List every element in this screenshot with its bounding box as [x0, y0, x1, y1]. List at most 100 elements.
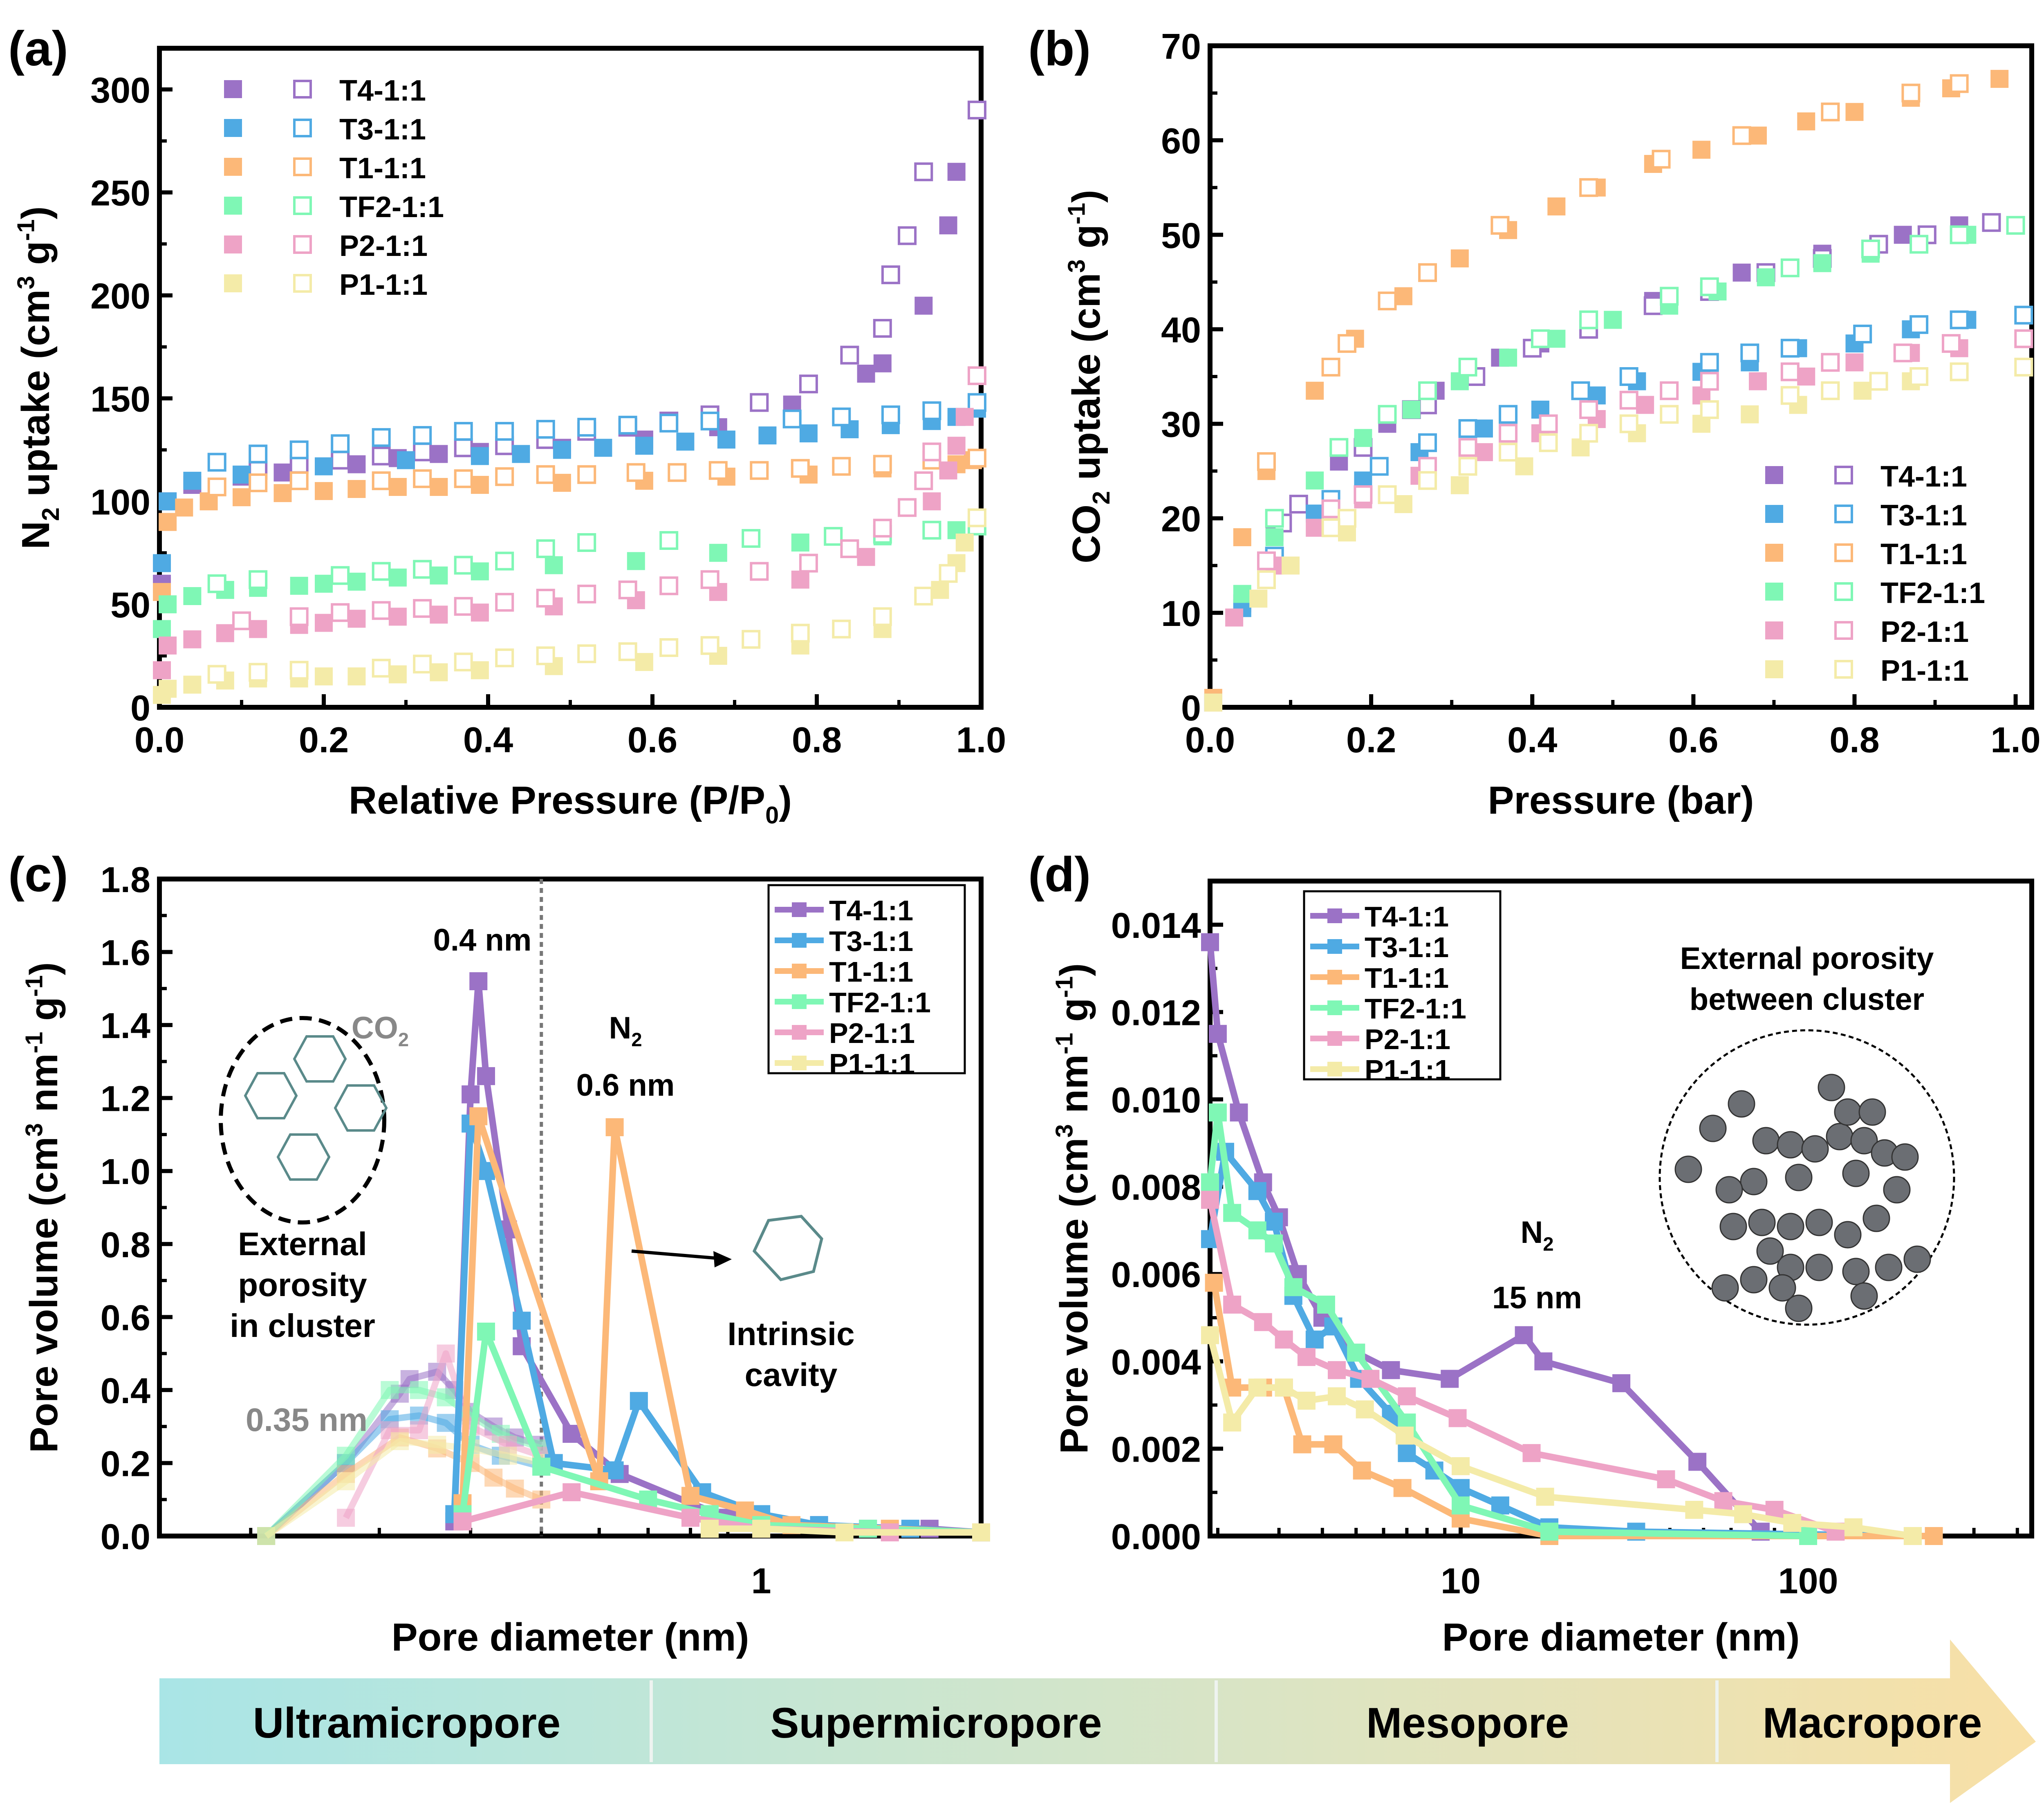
legend-label: P1-1:1 — [829, 1048, 915, 1080]
panel-b-co2-isotherm: 0 10 20 30 40 50 60 70 0.0 0.2 0.4 0.6 0.8 1.0 Pressur… — [1063, 26, 2041, 822]
category-mesopore: Mesopore — [1366, 1699, 1569, 1747]
particle-icon — [1850, 1282, 1878, 1310]
data-point-desorption-p2-1-1 — [1539, 414, 1558, 433]
data-point-desorption-t3-1-1 — [1499, 405, 1518, 424]
particle-icon — [1801, 1135, 1829, 1163]
legend-label: P1-1:1 — [1365, 1054, 1450, 1086]
y-tick-label: 1.2 — [101, 1079, 150, 1119]
data-point-p1-1-1 — [1275, 1378, 1293, 1397]
data-point-adsorption-tf2-1-1 — [1757, 268, 1775, 287]
y-tick-label: 200 — [90, 276, 150, 316]
data-point-desorption-t3-1-1 — [700, 411, 719, 431]
y-tick-label: 0.006 — [1111, 1254, 1201, 1295]
data-point-adsorption-t4-1-1 — [873, 354, 892, 372]
data-point-adsorption-p2-1-1 — [923, 492, 941, 511]
data-point-adsorption-tf2-1-1 — [1354, 429, 1372, 447]
particle-icon — [1850, 1127, 1878, 1155]
panel-label-a: (a) — [8, 21, 68, 76]
data-point-p2-1-1 — [1201, 1191, 1219, 1209]
data-point-tf2-1-1 — [1201, 1173, 1219, 1191]
particle-icon — [1826, 1123, 1853, 1150]
axis-label: Pressure (bar) — [1488, 778, 1754, 822]
data-point-adsorption-t1-1-1 — [388, 478, 407, 496]
data-point-t3-1-1 — [1491, 1496, 1509, 1515]
data-point-desorption-p2-1-1 — [1700, 372, 1719, 391]
data-point-t1-1-1 — [1324, 1435, 1342, 1453]
series-line-t3-1-1 — [1207, 1148, 1913, 1539]
data-point-desorption-t3-1-1 — [1458, 419, 1477, 438]
data-point-desorption-t4-1-1 — [840, 345, 859, 365]
intrinsic-cavity-cage-icon — [752, 1215, 823, 1281]
x-tick-label: 0.6 — [628, 720, 677, 760]
data-point-desorption-p1-1-1 — [1869, 372, 1888, 391]
data-point-desorption-t4-1-1 — [331, 451, 350, 470]
data-point-t1-1-1 — [1925, 1527, 1943, 1545]
data-point-desorption-tf2-1-1 — [1700, 277, 1719, 296]
data-point-adsorption-p1-1-1 — [1249, 590, 1268, 608]
data-point-p2-1-1 — [1657, 1470, 1675, 1489]
data-point-desorption-tf2-1-1 — [1265, 509, 1284, 528]
legend-marker — [792, 964, 807, 978]
legend-marker-filled — [224, 235, 242, 253]
annotation-peak-04nm: 0.4 nm — [433, 923, 532, 958]
data-point-desorption-p1-1-1 — [289, 661, 309, 680]
data-point-adsorption-tf2-1-1 — [471, 562, 489, 581]
data-point-adsorption-t1-1-1 — [1845, 103, 1864, 121]
annotation-external-porosity: in cluster — [230, 1307, 375, 1344]
y-tick-label: 0.012 — [1111, 992, 1201, 1033]
data-point-t3-1-1 — [605, 1461, 624, 1480]
data-point-adsorption-p2-1-1 — [857, 548, 875, 566]
co2-data-point-t1-1-1 — [506, 1479, 524, 1498]
data-point-desorption-t1-1-1 — [372, 471, 391, 490]
data-point-desorption-p2-1-1 — [331, 603, 350, 622]
data-point-desorption-t4-1-1 — [914, 162, 933, 182]
y-tick-label: 250 — [90, 173, 150, 213]
data-point-adsorption-t3-1-1 — [635, 437, 653, 455]
data-point-desorption-t3-1-1 — [1950, 310, 1969, 330]
data-point-adsorption-p2-1-1 — [153, 661, 171, 680]
x-tick-label: 0.8 — [1829, 720, 1879, 760]
legend-label: T1-1:1 — [1365, 962, 1449, 994]
data-point-adsorption-t1-1-1 — [175, 498, 193, 517]
co2-data-point-tf2-1-1 — [437, 1388, 455, 1406]
data-point-desorption-p2-1-1 — [536, 589, 555, 608]
data-point-adsorption-p2-1-1 — [183, 630, 202, 648]
cage-molecule-icon — [276, 1133, 331, 1181]
y-tick-label: 1.0 — [101, 1151, 150, 1192]
data-point-adsorption-t4-1-1 — [430, 445, 448, 463]
data-point-desorption-p1-1-1 — [1539, 433, 1558, 452]
data-point-adsorption-tf2-1-1 — [388, 568, 407, 587]
co2-data-point-p1-1-1 — [337, 1472, 355, 1491]
legend-marker — [1327, 1000, 1342, 1015]
data-point-desorption-tf2-1-1 — [922, 520, 941, 540]
annotation-peak-035nm: 0.35 nm — [246, 1402, 368, 1438]
data-point-desorption-p2-1-1 — [1321, 499, 1340, 518]
data-point-tf2-1-1 — [1223, 1204, 1242, 1222]
y-tick-label: 0.004 — [1111, 1342, 1201, 1382]
data-point-desorption-p1-1-1 — [1338, 509, 1356, 528]
data-point-p2-1-1 — [1361, 1370, 1380, 1388]
data-point-adsorption-p1-1-1 — [1741, 405, 1759, 424]
y-tick-label: 0 — [1181, 688, 1201, 728]
legend-marker — [792, 1056, 807, 1070]
data-point-adsorption-p1-1-1 — [159, 680, 177, 698]
data-point-adsorption-p2-1-1 — [216, 624, 234, 642]
data-point-t3-1-1 — [513, 1312, 531, 1330]
data-point-adsorption-t3-1-1 — [799, 424, 818, 443]
legend-label: T3-1:1 — [1365, 931, 1449, 963]
x-tick-label: 0.4 — [1507, 720, 1557, 760]
axis-label: N2​ uptake (cm3​ g-1​) — [12, 206, 64, 549]
data-point-p1-1-1 — [1223, 1413, 1242, 1432]
data-point-adsorption-t1-1-1 — [1306, 381, 1324, 400]
annotation-peak-15nm: 15 nm — [1492, 1281, 1582, 1315]
arrow-line — [631, 1249, 720, 1260]
data-point-adsorption-t3-1-1 — [758, 426, 777, 445]
data-point-desorption-p2-1-1 — [232, 611, 251, 630]
data-point-desorption-t1-1-1 — [1418, 263, 1437, 282]
y-tick-label: 0.8 — [101, 1224, 150, 1265]
particle-icon — [1785, 1294, 1813, 1322]
data-point-tf2-1-1 — [477, 1323, 495, 1341]
particle-icon — [1862, 1204, 1890, 1232]
data-point-desorption-p2-1-1 — [2014, 329, 2033, 348]
data-point-t4-1-1 — [1534, 1352, 1553, 1370]
